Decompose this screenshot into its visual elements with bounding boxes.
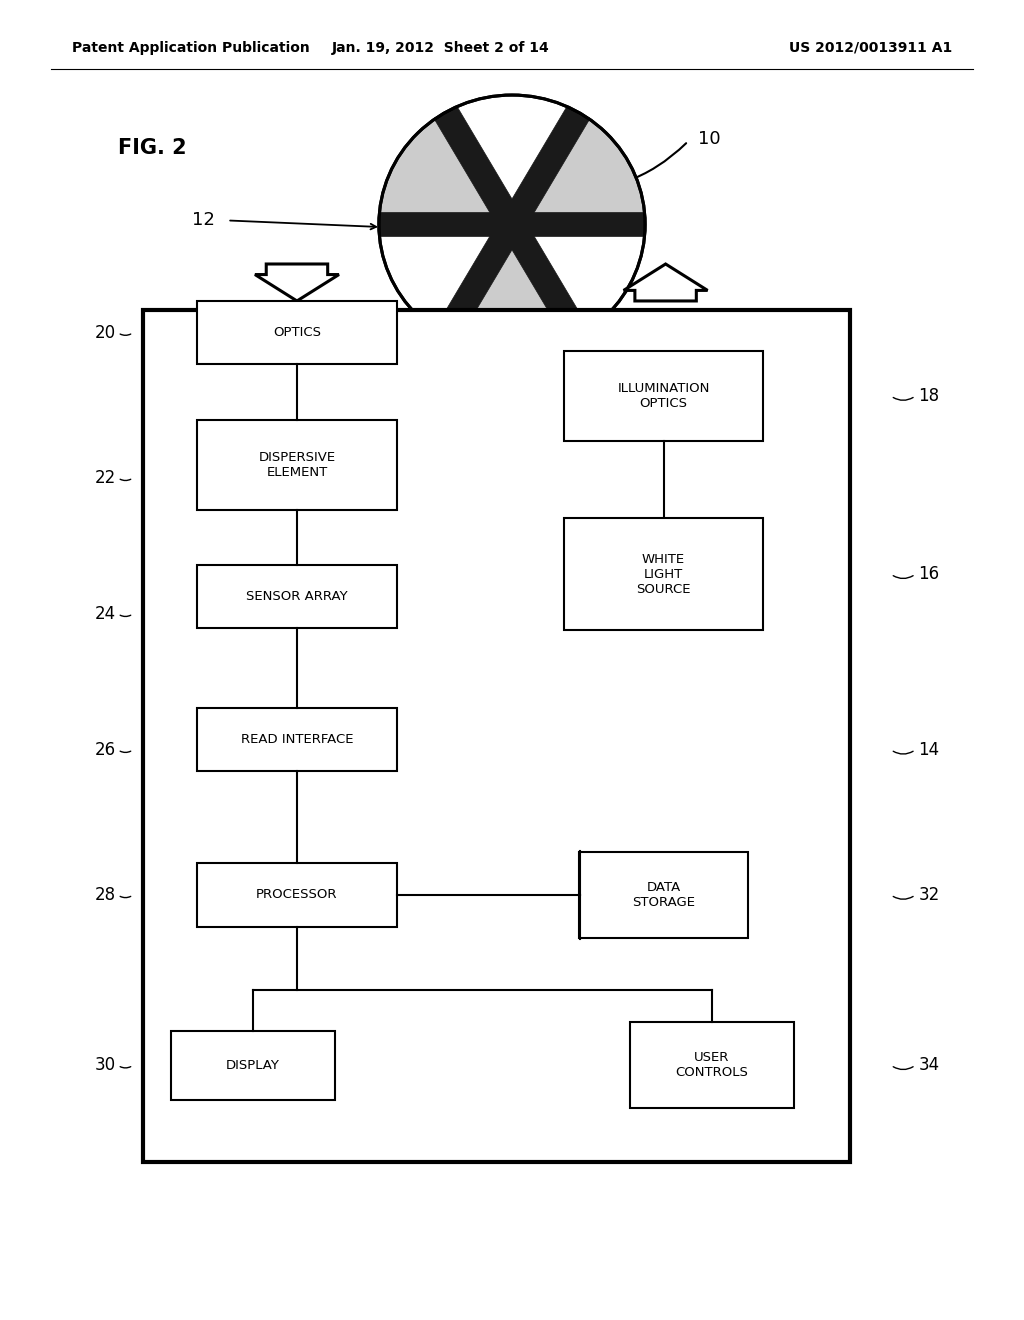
Text: OPTICS: OPTICS xyxy=(273,326,321,339)
Text: WHITE
LIGHT
SOURCE: WHITE LIGHT SOURCE xyxy=(636,553,691,595)
Text: DISPERSIVE
ELEMENT: DISPERSIVE ELEMENT xyxy=(258,450,336,479)
Text: DATA
STORAGE: DATA STORAGE xyxy=(632,880,695,909)
FancyBboxPatch shape xyxy=(563,519,764,631)
Polygon shape xyxy=(512,224,645,337)
Text: 10: 10 xyxy=(698,129,721,148)
Text: 30: 30 xyxy=(94,1056,116,1074)
Polygon shape xyxy=(434,107,590,342)
Polygon shape xyxy=(624,264,708,301)
Polygon shape xyxy=(512,112,645,224)
Polygon shape xyxy=(445,95,579,224)
Text: 28: 28 xyxy=(94,886,116,904)
Polygon shape xyxy=(255,264,339,301)
FancyBboxPatch shape xyxy=(197,708,396,771)
Ellipse shape xyxy=(515,302,629,359)
FancyBboxPatch shape xyxy=(630,1022,794,1109)
Text: 18: 18 xyxy=(919,387,940,405)
FancyBboxPatch shape xyxy=(197,420,396,510)
FancyBboxPatch shape xyxy=(580,853,748,937)
Polygon shape xyxy=(379,213,645,236)
Text: 12: 12 xyxy=(193,211,215,230)
FancyBboxPatch shape xyxy=(197,863,396,927)
Text: 16: 16 xyxy=(919,565,940,583)
Polygon shape xyxy=(379,112,512,224)
Polygon shape xyxy=(434,107,590,342)
FancyBboxPatch shape xyxy=(197,301,396,364)
FancyBboxPatch shape xyxy=(171,1031,335,1100)
Text: FIG. 2: FIG. 2 xyxy=(118,137,186,158)
Text: DISPLAY: DISPLAY xyxy=(226,1059,280,1072)
Text: 14: 14 xyxy=(919,741,940,759)
Text: PROCESSOR: PROCESSOR xyxy=(256,888,338,902)
Polygon shape xyxy=(445,224,579,354)
Text: 34: 34 xyxy=(919,1056,940,1074)
Ellipse shape xyxy=(395,302,509,359)
Text: READ INTERFACE: READ INTERFACE xyxy=(241,733,353,746)
FancyBboxPatch shape xyxy=(143,310,850,1162)
Text: Jan. 19, 2012  Sheet 2 of 14: Jan. 19, 2012 Sheet 2 of 14 xyxy=(332,41,549,54)
FancyBboxPatch shape xyxy=(563,351,764,441)
Text: 22: 22 xyxy=(94,469,116,487)
Text: Patent Application Publication: Patent Application Publication xyxy=(72,41,309,54)
Text: 20: 20 xyxy=(94,323,116,342)
Text: US 2012/0013911 A1: US 2012/0013911 A1 xyxy=(790,41,952,54)
Text: 26: 26 xyxy=(94,741,116,759)
Text: 32: 32 xyxy=(919,886,940,904)
Text: SENSOR ARRAY: SENSOR ARRAY xyxy=(246,590,348,603)
Polygon shape xyxy=(379,224,512,337)
Ellipse shape xyxy=(379,95,645,354)
Ellipse shape xyxy=(385,300,639,362)
Text: 24: 24 xyxy=(94,605,116,623)
FancyBboxPatch shape xyxy=(197,565,396,628)
Text: USER
CONTROLS: USER CONTROLS xyxy=(675,1051,749,1080)
Text: ILLUMINATION
OPTICS: ILLUMINATION OPTICS xyxy=(617,381,710,411)
